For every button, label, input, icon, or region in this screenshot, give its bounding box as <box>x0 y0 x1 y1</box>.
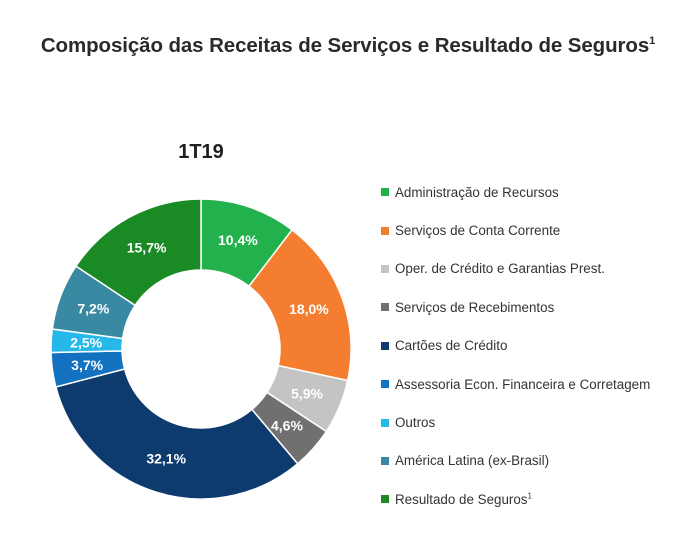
legend-swatch <box>381 188 389 197</box>
donut-slice-9 <box>74 198 202 307</box>
donut-period-title: 1T19 <box>178 141 224 163</box>
slice-value-label: 3,7% <box>71 357 103 373</box>
slice-value-label: 2,5% <box>70 335 102 351</box>
legend-swatch <box>381 341 389 350</box>
legend-swatch <box>381 226 389 235</box>
legend-item: Assessoria Econ. Financeira e Corretagem <box>381 365 650 403</box>
slice-value-label: 5,9% <box>291 385 323 401</box>
legend-swatch <box>381 380 389 389</box>
legend-item: Serviços de Recebimentos <box>381 288 650 326</box>
legend-label: Serviços de Conta Corrente <box>395 223 561 239</box>
legend-item: Resultado de Seguros1 <box>381 480 650 518</box>
legend-item: Outros <box>381 403 650 441</box>
legend-item: América Latina (ex-Brasil) <box>381 442 650 480</box>
slice-value-label: 15,7% <box>127 240 167 256</box>
legend-item: Oper. de Crédito e Garantias Prest. <box>381 250 650 288</box>
chart-legend: Administração de Recursos Serviços de Con… <box>381 173 650 519</box>
legend-item: Cartões de Crédito <box>381 327 650 365</box>
legend-item: Serviços de Conta Corrente <box>381 211 650 249</box>
legend-label: Cartões de Crédito <box>395 338 508 354</box>
legend-swatch <box>381 418 389 427</box>
legend-label: Oper. de Crédito e Garantias Prest. <box>395 261 605 277</box>
slice-value-label: 32,1% <box>146 451 186 467</box>
legend-label: Serviços de Recebimentos <box>395 299 555 315</box>
slice-value-label: 7,2% <box>77 301 109 317</box>
legend-label: Resultado de Seguros1 <box>395 491 532 507</box>
chart-main-title: Composição das Receitas de Serviços e Re… <box>40 34 656 57</box>
legend-swatch <box>381 495 389 504</box>
legend-swatch <box>381 303 389 312</box>
legend-swatch <box>381 456 389 465</box>
legend-label: Assessoria Econ. Financeira e Corretagem <box>395 376 651 392</box>
donut-slice-5 <box>54 368 299 500</box>
legend-label: Administração de Recursos <box>395 184 559 200</box>
legend-label: América Latina (ex-Brasil) <box>395 453 550 469</box>
legend-label: Outros <box>395 415 436 431</box>
legend-swatch <box>381 264 389 273</box>
slice-value-label: 4,6% <box>271 417 303 433</box>
slice-value-label: 10,4% <box>218 232 258 248</box>
legend-item: Administração de Recursos <box>381 173 650 211</box>
slice-value-label: 18,0% <box>289 301 329 317</box>
